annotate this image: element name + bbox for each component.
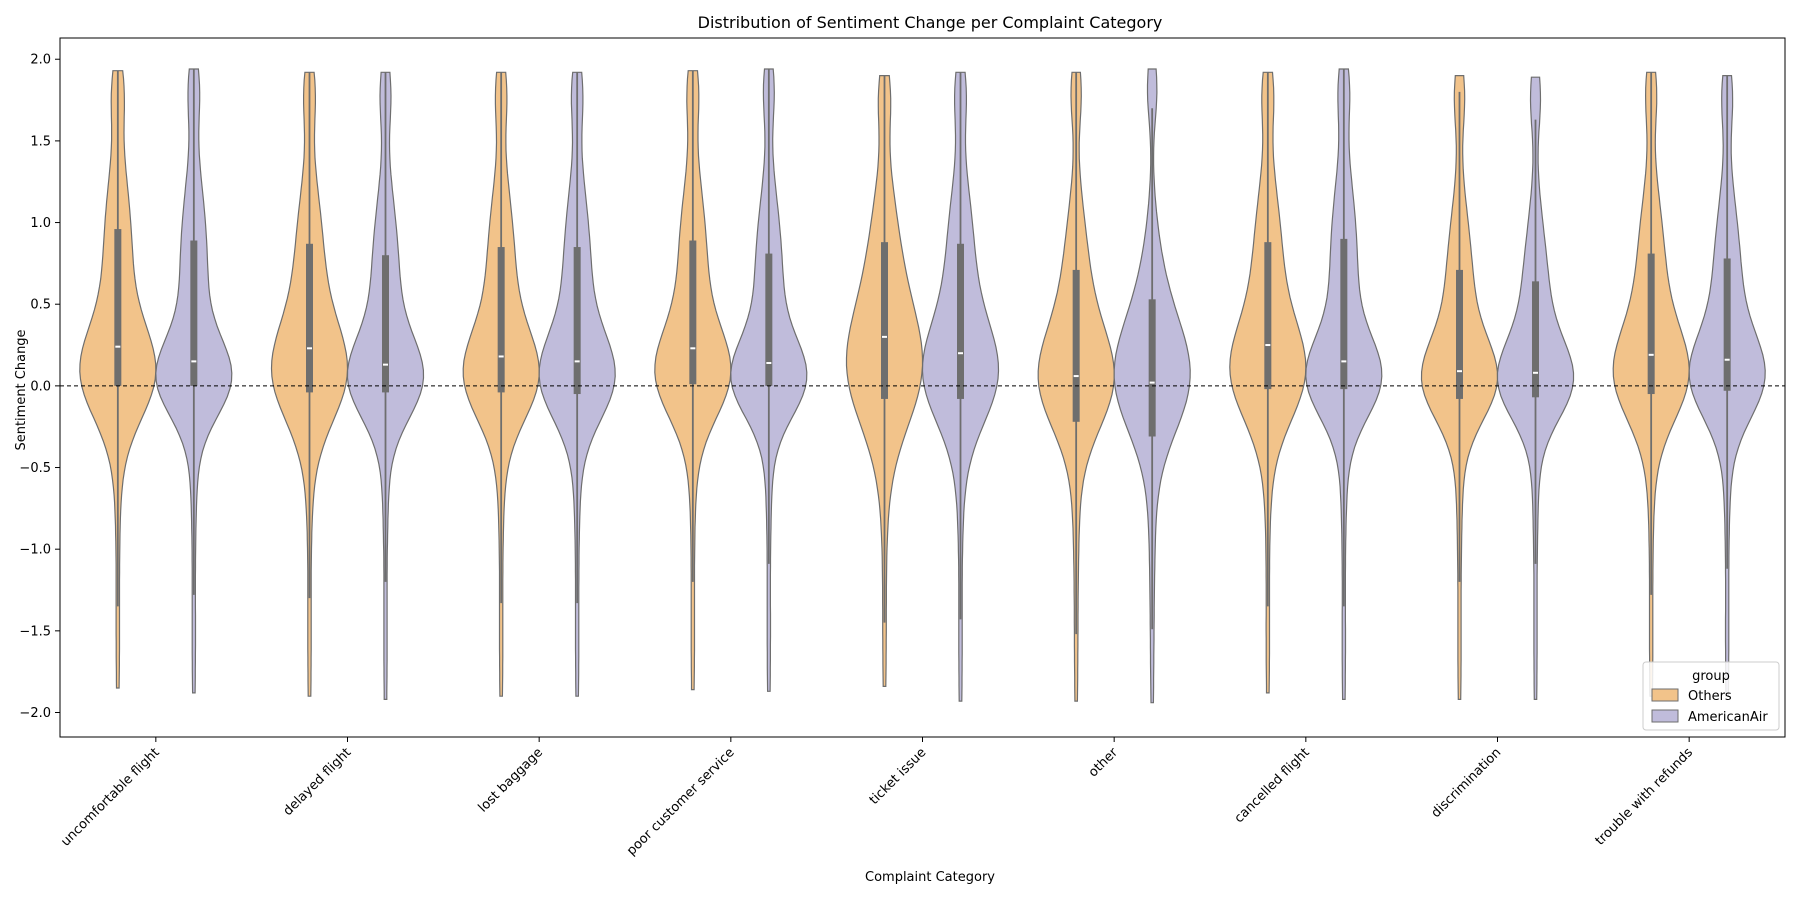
violin-iqr-box [1532,281,1539,398]
x-tick-label: ticket issue [867,745,930,808]
y-tick-label: −2.0 [19,706,51,721]
violin-iqr-box [306,243,313,393]
legend-title: group [1692,669,1730,684]
violin-iqr-box [1148,299,1156,437]
x-tick-label: poor customer service [624,745,738,859]
violin-iqr-box [382,255,389,393]
x-tick-label: trouble with refunds [1593,745,1697,849]
violin-iqr-box [497,247,505,393]
x-tick-label: discrimination [1429,745,1505,821]
violin-iqr-box [114,229,122,386]
violin-iqr-box [1647,253,1655,395]
violin-iqr-box [190,240,198,386]
violin-iqr-box [1072,269,1080,422]
y-tick-label: 2.0 [30,53,51,68]
legend-swatch-others [1651,688,1679,702]
violin-iqr-box [1456,269,1463,399]
y-axis-label: Sentiment Change [14,329,29,450]
x-tick-label: delayed flight [281,745,355,819]
y-tick-label: −0.5 [19,461,51,476]
violin-iqr-box [689,240,697,385]
legend-label-others: Others [1688,689,1732,704]
chart-title: Distribution of Sentiment Change per Com… [698,13,1163,32]
violin-iqr-box [573,247,581,395]
violin-iqr-box [957,243,964,399]
plot-area: −2.0 −1.5 −1.0 −0.5 0.0 0.5 1.0 1.5 2.0 uncomfort… [19,37,1786,859]
violin-iqr-box [765,253,773,386]
legend: group Others AmericanAir [1642,661,1780,731]
legend-label-americanair: AmericanAir [1688,710,1768,725]
violin-iqr-box [881,242,888,399]
x-tick-label: lost baggage [476,745,546,815]
y-tick-label: 1.5 [30,134,51,149]
y-tick-label: 1.0 [30,216,51,231]
y-tick-label: −1.0 [19,543,51,558]
y-tick-label: −1.5 [19,624,51,639]
violin-iqr-box [1340,238,1348,390]
x-tick-label: uncomfortable flight [58,745,162,849]
violin-iqr-box [1723,258,1731,391]
violin-iqr-box [1264,242,1272,390]
y-tick-label: 0.5 [30,298,51,313]
y-tick-label: 0.0 [30,379,51,394]
x-tick-label: cancelled flight [1232,745,1313,826]
x-axis-label: Complaint Category [865,870,995,885]
x-tick-label: other [1086,745,1122,781]
legend-swatch-americanair [1651,709,1679,723]
